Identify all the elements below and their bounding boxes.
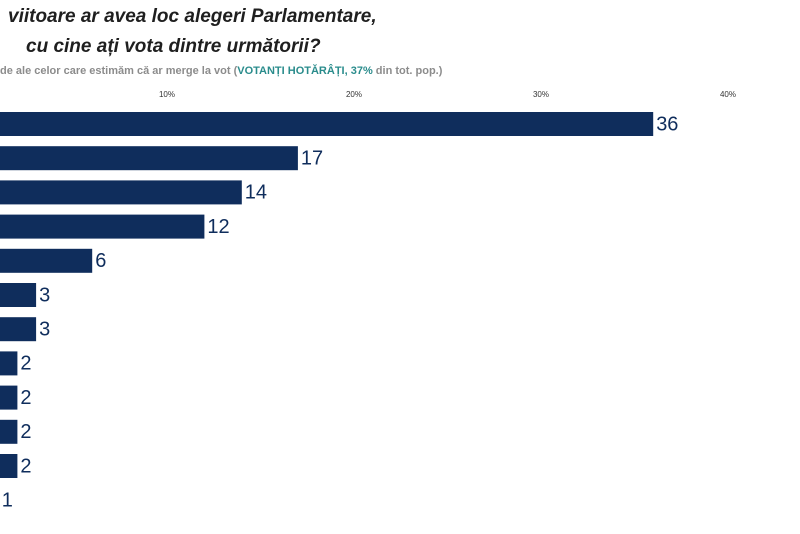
bar xyxy=(0,248,93,273)
value-label: 12 xyxy=(207,216,229,238)
value-label: 14 xyxy=(245,182,267,204)
bar xyxy=(0,419,18,444)
bar xyxy=(0,146,298,171)
subtitle-part: de ale celor care estimăm că ar merge la… xyxy=(0,65,238,77)
value-label: 1 xyxy=(2,489,13,511)
x-tick-label: 10% xyxy=(159,90,175,99)
bar xyxy=(0,214,205,239)
chart-title: viitoare ar avea loc alegeri Parlamentar… xyxy=(8,6,377,27)
bar xyxy=(0,180,242,205)
value-label: 17 xyxy=(301,147,323,169)
value-label: 6 xyxy=(95,250,106,272)
value-label: 2 xyxy=(20,455,31,477)
x-tick-label: 20% xyxy=(346,90,362,99)
bar xyxy=(0,385,18,410)
subtitle-highlight: VOTANȚI HOTĂRÂȚI, 37% xyxy=(237,64,373,77)
chart-title: cu cine ați vota dintre următorii? xyxy=(26,36,321,57)
value-label: 36 xyxy=(656,113,678,135)
value-label: 3 xyxy=(39,284,50,306)
value-label: 2 xyxy=(20,387,31,409)
bar xyxy=(0,454,18,478)
x-tick-label: 30% xyxy=(533,90,549,99)
bar xyxy=(0,283,37,307)
bar xyxy=(0,317,37,342)
x-tick-label: 40% xyxy=(720,90,736,99)
bar xyxy=(0,351,18,376)
value-label: 2 xyxy=(20,421,31,443)
subtitle-part: din tot. pop.) xyxy=(373,65,443,77)
bar xyxy=(0,112,654,136)
value-label: 3 xyxy=(39,318,50,340)
value-label: 2 xyxy=(20,353,31,375)
chart-subtitle: de ale celor care estimăm că ar merge la… xyxy=(0,64,443,77)
